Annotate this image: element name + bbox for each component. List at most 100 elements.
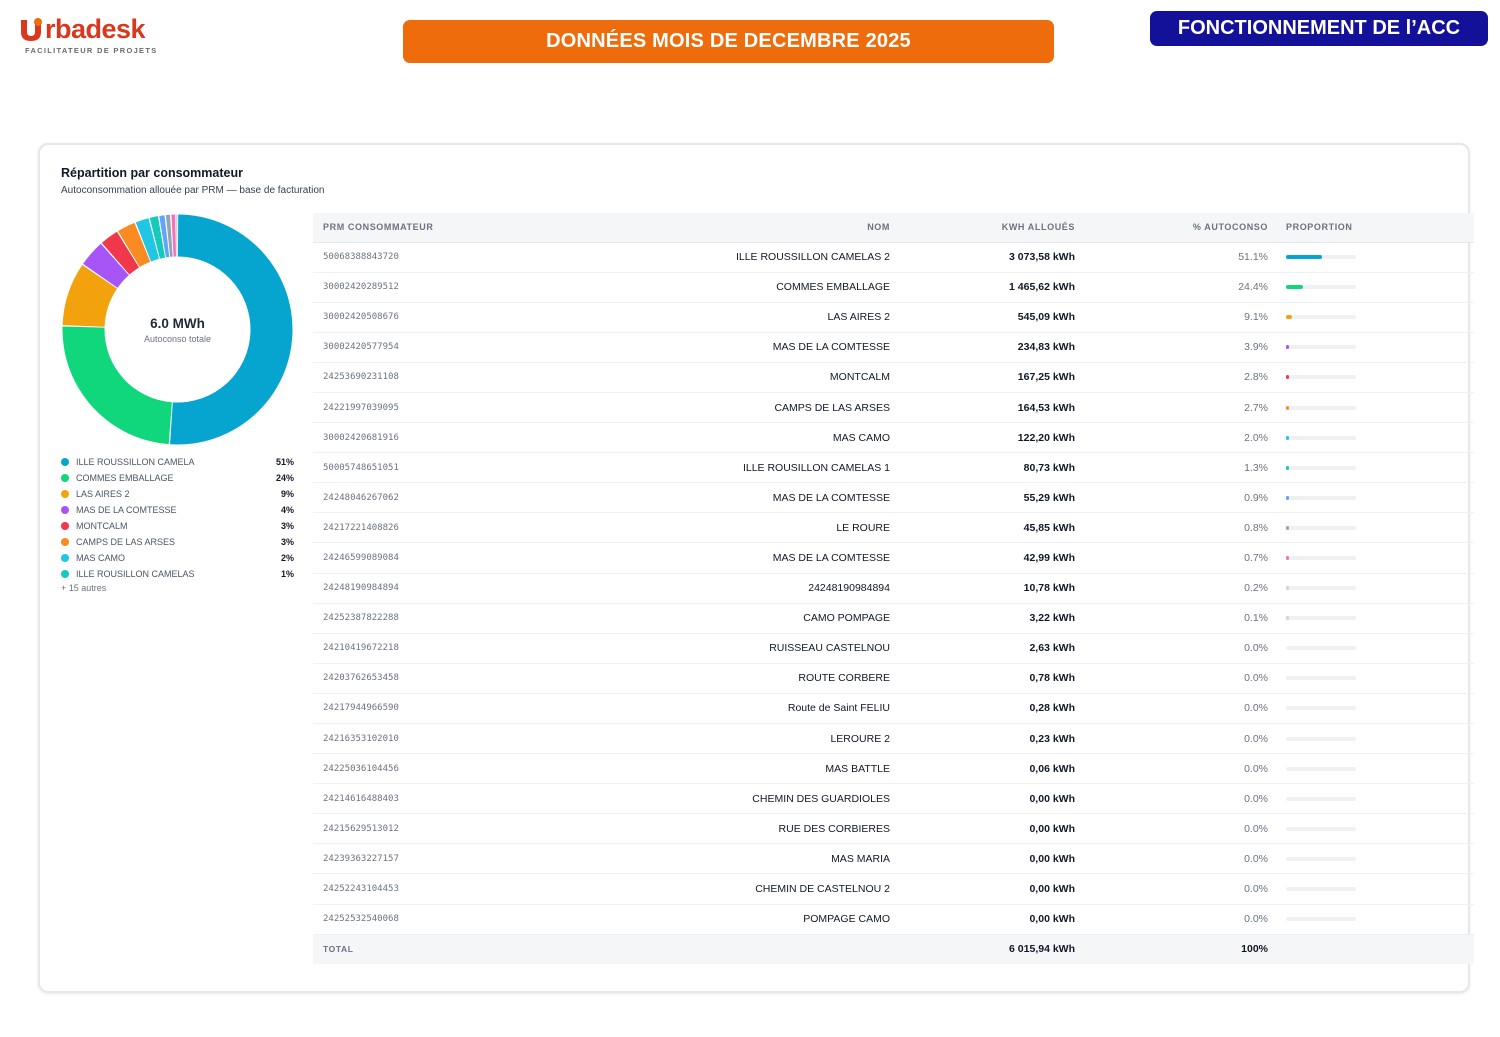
table-row[interactable]: 24253690231108 MONTCALM 167,25 kWh 2.8% [313, 362, 1474, 393]
brand-tagline: FACILITATEUR DE PROJETS [25, 46, 158, 55]
table-row[interactable]: 24214616488403 CHEMIN DES GUARDIOLES 0,00 … [313, 784, 1474, 814]
cell-kwh: 0,00 kWh [1029, 822, 1075, 835]
donut-slice[interactable] [171, 214, 176, 257]
legend-item-name: CAMPS DE LAS ARSES [76, 537, 176, 547]
donut-slice[interactable] [118, 222, 151, 268]
proportion-bar-fill [1286, 555, 1289, 560]
cell-nom: 24248190984894 [808, 582, 890, 595]
table-row[interactable]: 24252532540068 POMPAGE CAMO 0,00 kWh 0.0% [313, 904, 1474, 935]
table-row[interactable]: 24225036104456 MAS BATTLE 0,06 kWh 0.0% [313, 754, 1474, 784]
table-row[interactable]: 24252387822288 CAMO POMPAGE 3,22 kWh 0.1% [313, 603, 1474, 634]
table-total-row: TOTAL 6 015,94 kWh 100% [313, 934, 1474, 965]
table-row[interactable]: 24203762653458 ROUTE CORBERE 0,78 kWh 0.0% [313, 663, 1474, 694]
cell-pct: 0.0% [1244, 822, 1268, 835]
table-row[interactable]: 24248046267062 MAS DE LA COMTESSE 55,29 kW… [313, 483, 1474, 513]
table-row[interactable]: 24246599089084 MAS DE LA COMTESSE 42,99 kW… [313, 543, 1474, 574]
total-pct: 100% [1241, 943, 1268, 956]
brand-logo: rbadesk FACILITATEUR DE PROJETS [18, 16, 158, 55]
cell-kwh: 234,83 kWh [1017, 341, 1075, 354]
header-prm[interactable]: PRM CONSOMMATEUR [323, 222, 434, 233]
donut-slice[interactable] [165, 214, 173, 257]
proportion-bar-track [1286, 616, 1356, 621]
donut-slice[interactable] [170, 214, 293, 445]
cell-kwh: 0,06 kWh [1029, 762, 1075, 775]
legend-item-name: MAS DE LA COMTESSE [76, 505, 177, 515]
cell-prm: 24221997039095 [323, 402, 399, 413]
cell-kwh: 10,78 kWh [1023, 582, 1075, 595]
header-pct[interactable]: % AUTOCONSO [1192, 222, 1268, 233]
cell-prm: 24214616488403 [323, 793, 399, 804]
proportion-bar-fill [1286, 405, 1289, 410]
cell-proportion [1268, 272, 1474, 302]
donut-slice[interactable] [101, 231, 140, 275]
cell-kwh: 122,20 kWh [1017, 431, 1075, 444]
table-row[interactable]: 30002420289512 COMMES EMBALLAGE 1 465,62 k… [313, 272, 1474, 303]
proportion-bar-fill [1286, 525, 1289, 530]
cell-nom: LE ROURE [836, 521, 890, 534]
cell-proportion [1268, 453, 1474, 483]
cell-pct: 0.9% [1244, 491, 1268, 504]
cell-proportion [1268, 543, 1474, 573]
header-nom[interactable]: NOM [867, 222, 890, 233]
header-proportion[interactable]: PROPORTION [1286, 222, 1353, 233]
cell-kwh: 80,73 kWh [1023, 461, 1075, 474]
table-row[interactable]: 24239363227157 MAS MARIA 0,00 kWh 0.0% [313, 844, 1474, 874]
table-row[interactable]: 24248190984894 24248190984894 10,78 kWh 0.2… [313, 573, 1474, 604]
table-row[interactable]: 24221997039095 CAMPS DE LAS ARSES 164,53 k… [313, 392, 1474, 423]
cell-pct: 2.0% [1244, 431, 1268, 444]
proportion-bar-fill [1286, 616, 1289, 621]
cell-pct: 0.0% [1244, 762, 1268, 775]
donut-slice[interactable] [135, 218, 160, 262]
table-row[interactable]: 24210419672218 RUISSEAU CASTELNOU 2,63 kWh… [313, 633, 1474, 664]
cell-pct: 0.2% [1244, 582, 1268, 595]
cell-prm: 30002420508676 [323, 312, 399, 323]
table-row[interactable]: 30002420508676 LAS AIRES 2 545,09 kWh 9.1% [313, 302, 1474, 333]
table-row[interactable]: 50068388843720 ILLE ROUSSILLON CAMELAS 2 3… [313, 242, 1474, 273]
cell-proportion [1268, 904, 1474, 934]
cell-pct: 2.7% [1244, 401, 1268, 414]
legend-item: CAMPS DE LAS ARSES 3% [61, 534, 294, 550]
table-row[interactable]: 24252243104453 CHEMIN DE CASTELNOU 2 0,00 … [313, 874, 1474, 905]
cell-kwh: 167,25 kWh [1017, 371, 1075, 384]
header-kwh[interactable]: KWH ALLOUÉS [1001, 222, 1075, 233]
legend-item-pct: 1% [280, 569, 294, 579]
table-row[interactable]: 24215629513012 RUE DES CORBIERES 0,00 kWh 0… [313, 814, 1474, 844]
cell-kwh: 2,63 kWh [1029, 642, 1075, 655]
cell-prm: 24252243104453 [323, 884, 399, 895]
cell-nom: LAS AIRES 2 [827, 311, 890, 324]
legend-item-pct: 51% [275, 457, 294, 467]
donut-slice[interactable] [62, 326, 172, 445]
acc-banner: FONCTIONNEMENT DE l’ACC [1150, 11, 1488, 46]
donut-slice[interactable] [62, 265, 118, 327]
table-row[interactable]: 24216353102010 LEROURE 2 0,23 kWh 0.0% [313, 724, 1474, 754]
cell-proportion [1268, 362, 1474, 392]
proportion-bar-track [1286, 345, 1356, 350]
cell-pct: 0.0% [1244, 702, 1268, 715]
donut-slice[interactable] [175, 214, 178, 257]
donut-slice[interactable] [83, 243, 129, 288]
legend-item-name: LAS AIRES 2 [76, 489, 130, 499]
table-row[interactable]: 50005748651051 ILLE ROUSILLON CAMELAS 1 80… [313, 453, 1474, 483]
cell-proportion [1268, 483, 1474, 513]
cell-prm: 24246599089084 [323, 552, 399, 563]
table-row[interactable]: 24217944966590 Route de Saint FELIU 0,28 k… [313, 693, 1474, 724]
table-row[interactable]: 30002420681916 MAS CAMO 122,20 kWh 2.0% [313, 423, 1474, 453]
cell-nom: MAS CAMO [832, 431, 890, 444]
donut-slice[interactable] [159, 215, 170, 258]
proportion-bar-track [1286, 495, 1356, 500]
cell-pct: 0.0% [1244, 883, 1268, 896]
table-row[interactable]: 24217221408826 LE ROURE 45,85 kWh 0.8% [313, 513, 1474, 543]
cell-nom: POMPAGE CAMO [803, 913, 890, 926]
donut-slice[interactable] [149, 216, 166, 259]
cell-pct: 0.0% [1244, 852, 1268, 865]
cell-prm: 50068388843720 [323, 252, 399, 263]
table-row[interactable]: 30002420577954 MAS DE LA COMTESSE 234,83 k… [313, 332, 1474, 363]
cell-kwh: 0,28 kWh [1029, 702, 1075, 715]
proportion-bar-track [1286, 856, 1356, 861]
proportion-bar-fill [1286, 345, 1289, 350]
cell-nom: CHEMIN DE CASTELNOU 2 [755, 883, 890, 896]
cell-pct: 1.3% [1244, 461, 1268, 474]
cell-pct: 0.1% [1244, 612, 1268, 625]
table-body: 50068388843720 ILLE ROUSSILLON CAMELAS 2 3… [313, 242, 1474, 935]
legend-more: + 15 autres [61, 583, 107, 593]
